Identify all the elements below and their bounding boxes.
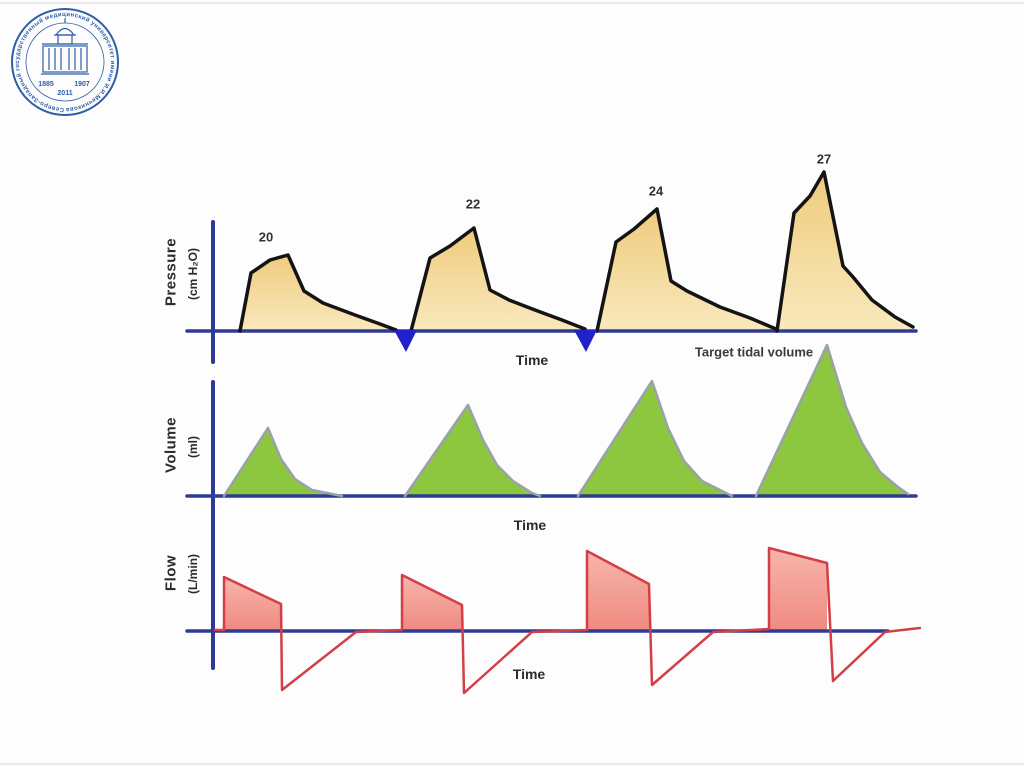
volume-curve-3 — [576, 379, 734, 498]
pressure-curve-1 — [238, 253, 398, 333]
volume-axis-label: Volume — [162, 416, 180, 474]
university-seal-logo: Северо-Западный государственный медицинс… — [8, 5, 119, 116]
volume-fill-4 — [756, 345, 908, 496]
volume-fill-2 — [405, 405, 540, 496]
pressure-axis-units: (cm H₂O) — [186, 247, 200, 301]
volume-fill-3 — [578, 381, 732, 496]
volume-curve-4 — [754, 343, 910, 498]
pressure-time-label: Time — [515, 352, 549, 368]
pressure-curve-3 — [595, 207, 778, 333]
trigger-marker-2 — [574, 330, 597, 352]
pressure-curve-4 — [775, 170, 915, 333]
pressure-fill-4 — [777, 172, 913, 331]
volume-axis-units: (ml) — [186, 436, 200, 458]
flow-axis-label: Flow — [162, 554, 180, 592]
flow-fill-1 — [224, 577, 281, 631]
pressure-peak-label-4: 27 — [816, 151, 832, 167]
flow-fill-2 — [402, 575, 462, 631]
pressure-curve-2 — [409, 226, 587, 333]
flow-time-label: Time — [512, 666, 546, 682]
pressure-fill-1 — [240, 255, 396, 331]
target-tidal-volume-annotation: Target tidal volume — [694, 344, 814, 360]
pressure-peak-label-1: 20 — [258, 229, 274, 245]
seal-outer-circle — [11, 8, 119, 116]
pressure-fill-3 — [597, 209, 776, 331]
building-icon — [41, 18, 89, 75]
trigger-marker-1 — [394, 330, 417, 352]
flow-trace — [213, 546, 922, 695]
pressure-axis-label: Pressure — [162, 237, 180, 307]
seal-year-right: 1907 — [74, 81, 90, 88]
flow-fill-3 — [587, 551, 649, 631]
seal-year-left: 1885 — [38, 81, 54, 88]
pressure-peak-label-2: 22 — [465, 196, 481, 212]
flow-axis-units: (L/min) — [186, 554, 200, 594]
pressure-peak-label-3: 24 — [648, 183, 664, 199]
pressure-fill-2 — [411, 228, 585, 331]
seal-year-center: 2011 — [57, 90, 72, 97]
flow-fill-4 — [769, 548, 827, 631]
volume-curve-2 — [403, 403, 542, 498]
volume-curve-1 — [222, 426, 344, 498]
volume-time-label: Time — [513, 517, 547, 533]
